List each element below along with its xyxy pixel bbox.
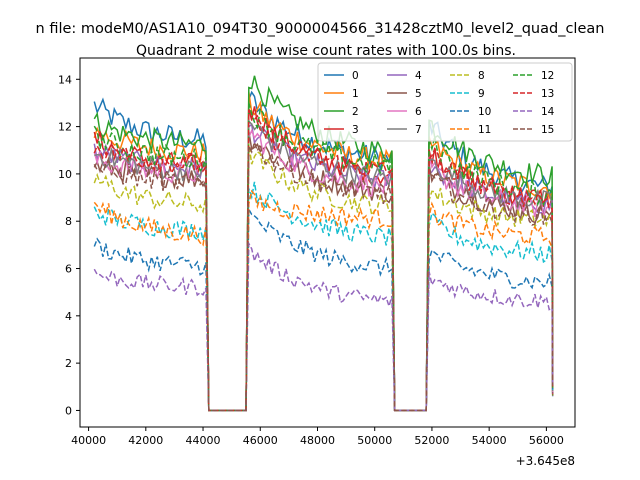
- series-line-13: [93, 109, 554, 412]
- y-tick-label: 2: [65, 357, 72, 370]
- figure-suptitle: n file: modeM0/AS1A10_094T30_9000004566_…: [36, 21, 605, 37]
- y-tick-label: 6: [65, 263, 72, 276]
- legend-label: 5: [415, 88, 422, 100]
- y-tick-label: 14: [58, 73, 72, 86]
- x-axis-offset-label: +3.645e8: [516, 454, 575, 468]
- series-layer: [93, 75, 554, 412]
- series-line-11: [93, 189, 554, 412]
- x-tick-label: 54000: [472, 434, 507, 447]
- legend-label: 1: [352, 88, 359, 100]
- series-line-8: [93, 143, 554, 412]
- legend-label: 7: [415, 124, 422, 136]
- legend-label: 2: [352, 106, 359, 118]
- series-line-9: [93, 181, 554, 412]
- legend-label: 15: [541, 124, 554, 136]
- legend-label: 11: [478, 124, 491, 136]
- x-tick-label: 50000: [357, 434, 392, 447]
- legend-label: 8: [478, 70, 485, 82]
- legend-box: [317, 62, 573, 142]
- axes-frame: [79, 57, 576, 428]
- series-line-15: [93, 139, 554, 412]
- x-axis: 40000 42000 44000 46000 48000 50000 52000 54000…: [71, 427, 564, 447]
- x-tick-label: 42000: [128, 434, 163, 447]
- legend-label: 14: [541, 106, 555, 118]
- y-tick-label: 12: [58, 121, 72, 134]
- x-tick-label: 46000: [243, 434, 278, 447]
- x-tick-label: 48000: [300, 434, 335, 447]
- y-tick-label: 0: [65, 404, 72, 417]
- legend-label: 9: [478, 88, 485, 100]
- x-tick-label: 44000: [186, 434, 221, 447]
- legend-label: 10: [478, 106, 491, 118]
- y-tick-label: 4: [65, 310, 72, 323]
- series-line-10: [93, 206, 554, 412]
- y-tick-label: 10: [58, 168, 72, 181]
- x-tick-label: 56000: [529, 434, 564, 447]
- legend-label: 4: [415, 70, 422, 82]
- legend-label: 6: [415, 106, 422, 118]
- x-tick-label: 40000: [71, 434, 106, 447]
- series-line-14: [93, 240, 554, 412]
- legend-label: 0: [352, 70, 359, 82]
- x-tick-label: 52000: [414, 434, 449, 447]
- legend-label: 13: [541, 88, 554, 100]
- legend-label: 3: [352, 124, 359, 136]
- y-tick-label: 8: [65, 215, 72, 228]
- chart-title: Quadrant 2 module wise count rates with …: [136, 43, 516, 59]
- legend-label: 12: [541, 70, 554, 82]
- y-axis: 0 2 4 6 8 10 12 14: [58, 73, 80, 417]
- series-line-12: [93, 102, 554, 412]
